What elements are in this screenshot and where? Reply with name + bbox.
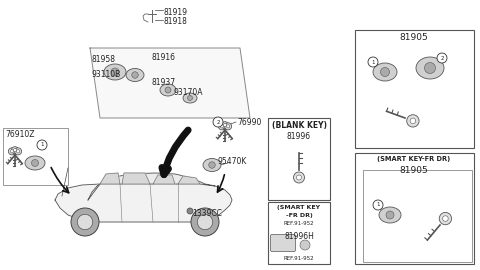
- Polygon shape: [178, 176, 200, 184]
- Circle shape: [37, 140, 47, 150]
- Text: 81996: 81996: [287, 132, 311, 141]
- Circle shape: [14, 148, 22, 155]
- Text: 2: 2: [440, 56, 444, 60]
- Circle shape: [12, 147, 19, 154]
- Text: 81918: 81918: [164, 17, 188, 26]
- Polygon shape: [100, 173, 120, 184]
- Text: 1339CC: 1339CC: [192, 209, 222, 218]
- Text: (SMART KEY: (SMART KEY: [277, 205, 321, 210]
- Ellipse shape: [379, 207, 401, 223]
- Polygon shape: [55, 184, 232, 222]
- Text: -FR DR): -FR DR): [286, 213, 312, 218]
- Circle shape: [188, 96, 192, 100]
- Circle shape: [209, 162, 215, 168]
- Ellipse shape: [416, 57, 444, 79]
- Bar: [363, 170, 472, 262]
- Text: 81905: 81905: [400, 166, 428, 175]
- Bar: [268, 118, 330, 200]
- Text: 93170A: 93170A: [174, 88, 204, 97]
- Bar: [268, 202, 330, 264]
- Circle shape: [437, 53, 447, 63]
- Circle shape: [439, 212, 452, 225]
- Circle shape: [424, 62, 435, 73]
- Text: 81905: 81905: [400, 33, 428, 42]
- Circle shape: [300, 240, 310, 250]
- Text: 1: 1: [371, 59, 375, 65]
- Circle shape: [10, 150, 13, 153]
- Bar: [355, 30, 474, 148]
- Circle shape: [213, 117, 223, 127]
- Circle shape: [410, 118, 416, 124]
- Circle shape: [16, 150, 20, 153]
- Text: 81996H: 81996H: [284, 232, 314, 241]
- Text: 81919: 81919: [164, 8, 188, 17]
- Circle shape: [13, 148, 17, 152]
- Text: 95470K: 95470K: [218, 157, 247, 166]
- Circle shape: [77, 214, 93, 230]
- Circle shape: [407, 115, 419, 127]
- Circle shape: [32, 160, 38, 167]
- FancyBboxPatch shape: [271, 235, 296, 251]
- Text: (SMART KEY-FR DR): (SMART KEY-FR DR): [377, 156, 451, 162]
- Circle shape: [225, 123, 232, 130]
- Bar: [3, 128, 68, 185]
- Circle shape: [227, 125, 230, 128]
- Text: 81937: 81937: [152, 78, 176, 87]
- Circle shape: [373, 200, 383, 210]
- Ellipse shape: [373, 63, 397, 81]
- Circle shape: [221, 122, 228, 129]
- Text: 76990: 76990: [237, 118, 262, 127]
- Circle shape: [165, 87, 171, 93]
- Text: 2: 2: [216, 120, 220, 124]
- Text: 81958: 81958: [91, 55, 115, 64]
- Text: 1: 1: [40, 143, 44, 147]
- Text: 93110B: 93110B: [91, 70, 120, 79]
- Circle shape: [368, 57, 378, 67]
- Circle shape: [443, 216, 448, 221]
- Circle shape: [381, 68, 389, 76]
- Circle shape: [187, 208, 193, 214]
- Polygon shape: [90, 48, 250, 118]
- Ellipse shape: [25, 156, 45, 170]
- Circle shape: [197, 214, 213, 230]
- Text: 1: 1: [376, 202, 380, 208]
- Ellipse shape: [183, 93, 197, 103]
- Circle shape: [71, 208, 99, 236]
- Circle shape: [218, 123, 226, 130]
- Circle shape: [111, 68, 119, 76]
- Ellipse shape: [104, 64, 126, 80]
- Circle shape: [386, 211, 394, 219]
- Circle shape: [223, 124, 227, 127]
- Text: REF.91-952: REF.91-952: [284, 221, 314, 226]
- Ellipse shape: [203, 158, 221, 171]
- Circle shape: [132, 72, 138, 78]
- Polygon shape: [88, 173, 215, 200]
- Circle shape: [293, 172, 304, 183]
- Circle shape: [297, 175, 301, 180]
- Text: 81916: 81916: [152, 53, 176, 62]
- Bar: [355, 153, 474, 264]
- Circle shape: [191, 208, 219, 236]
- Circle shape: [220, 125, 224, 128]
- Text: (BLANK KEY): (BLANK KEY): [272, 121, 326, 130]
- Ellipse shape: [160, 84, 176, 96]
- Circle shape: [8, 148, 15, 155]
- Text: 76910Z: 76910Z: [5, 130, 35, 139]
- Polygon shape: [122, 173, 150, 184]
- Text: REF.91-952: REF.91-952: [284, 256, 314, 261]
- Polygon shape: [153, 175, 175, 184]
- Ellipse shape: [126, 69, 144, 82]
